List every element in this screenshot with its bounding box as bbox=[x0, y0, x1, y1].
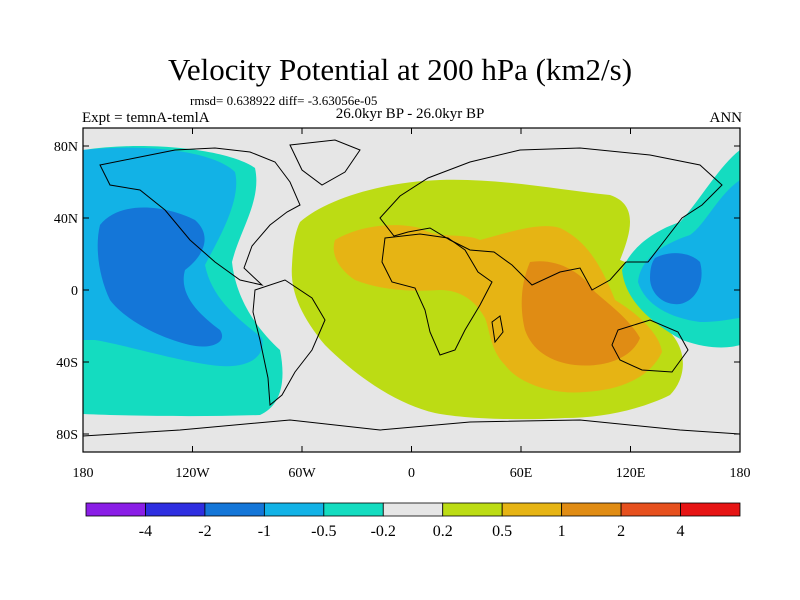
colorbar-label: -0.5 bbox=[311, 523, 336, 540]
period-label: 26.0kyr BP - 26.0kyr BP bbox=[335, 106, 485, 122]
stats-line: rmsd= 0.638922 diff= -3.63056e-05 bbox=[190, 93, 378, 108]
colorbar: -4 -2 -1 -0.5 -0.2 0.2 0.5 1 2 4 bbox=[85, 502, 741, 540]
coast-eurasia bbox=[379, 147, 723, 291]
colorbar-label: -2 bbox=[198, 523, 211, 540]
coastlines bbox=[83, 139, 740, 437]
lon-tick-label: 0 bbox=[408, 466, 415, 481]
lat-tick-label: 0 bbox=[71, 284, 78, 299]
latitude-axis: 80N 40N 0 40S 80S bbox=[54, 140, 740, 443]
colorbar-label: -0.2 bbox=[371, 523, 396, 540]
lon-tick-label: 120E bbox=[616, 466, 646, 481]
colorbar-swatch bbox=[501, 502, 563, 517]
contour-pacific-inner bbox=[650, 253, 702, 305]
colorbar-swatch bbox=[145, 502, 206, 517]
colorbar-swatch bbox=[263, 502, 325, 517]
colorbar-swatch bbox=[620, 502, 681, 517]
colorbar-label: -1 bbox=[258, 523, 271, 540]
coast-north-america bbox=[99, 147, 301, 286]
colorbar-label: 4 bbox=[677, 523, 685, 540]
lon-tick-label: 120W bbox=[175, 466, 210, 481]
coast-south-america bbox=[252, 279, 326, 407]
coast-antarctica bbox=[83, 419, 740, 437]
lat-tick-label: 40S bbox=[56, 356, 78, 371]
map-area bbox=[83, 128, 740, 452]
lon-tick-label: 180 bbox=[730, 466, 751, 481]
colorbar-swatch bbox=[680, 502, 741, 517]
season-label: ANN bbox=[709, 110, 743, 126]
colorbar-swatch bbox=[442, 502, 503, 517]
colorbar-swatch bbox=[323, 502, 384, 517]
lat-tick-label: 80N bbox=[54, 140, 78, 155]
lat-tick-label: 80S bbox=[56, 428, 78, 443]
lon-tick-label: 60W bbox=[288, 466, 316, 481]
coast-madagascar bbox=[491, 315, 504, 344]
colorbar-label: 0.5 bbox=[492, 523, 512, 540]
lon-tick-label: 180 bbox=[73, 466, 94, 481]
longitude-axis: 180 120W 60W 0 60E 120E 180 bbox=[73, 128, 751, 481]
figure-title: Velocity Potential at 200 hPa (km2/s) bbox=[167, 52, 633, 87]
colorbar-swatch bbox=[204, 502, 265, 517]
colorbar-label: -4 bbox=[139, 523, 152, 540]
contour-west-inner bbox=[97, 207, 223, 347]
colorbar-label: 2 bbox=[617, 523, 625, 540]
colorbar-swatch bbox=[382, 502, 444, 517]
coast-africa bbox=[381, 233, 493, 356]
lon-tick-label: 60E bbox=[510, 466, 533, 481]
contour-east-hot bbox=[521, 261, 640, 366]
colorbar-swatch bbox=[561, 502, 622, 517]
colorbar-swatch bbox=[85, 502, 146, 517]
coast-greenland bbox=[289, 139, 361, 186]
colorbar-label: 1 bbox=[558, 523, 566, 540]
coast-australia bbox=[611, 319, 689, 373]
colorbar-label: 0.2 bbox=[433, 523, 453, 540]
experiment-label: Expt = temnA-temlA bbox=[82, 110, 210, 126]
lat-tick-label: 40N bbox=[54, 212, 78, 227]
